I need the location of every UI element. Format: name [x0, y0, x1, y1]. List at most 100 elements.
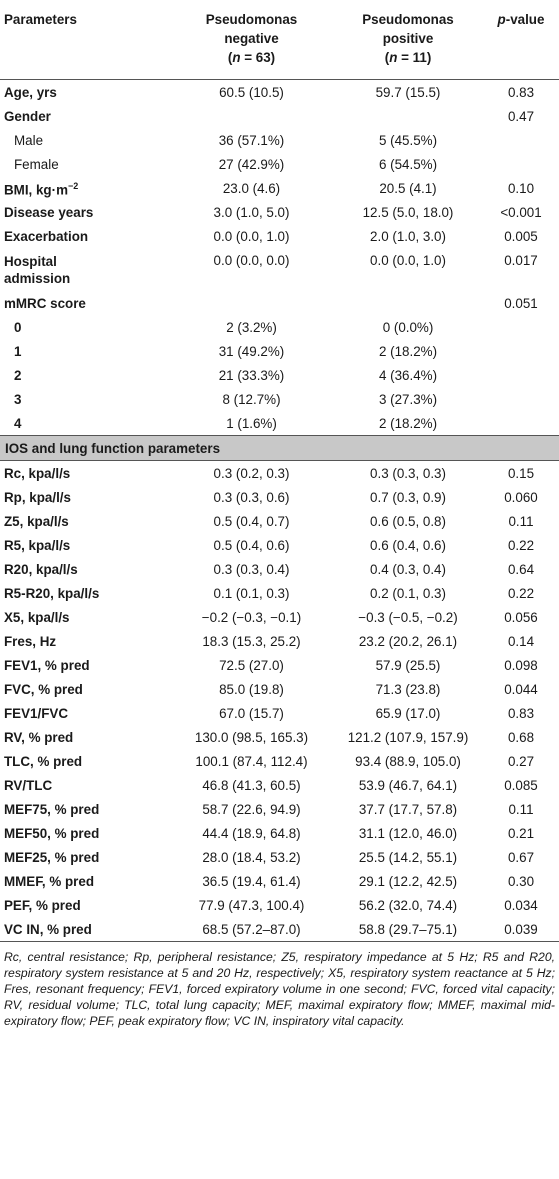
row-pos: 0.0 (0.0, 1.0) — [370, 253, 446, 268]
table-row: X5, kpa/l/s −0.2 (−0.3, −0.1) −0.3 (−0.5, … — [0, 605, 559, 629]
row-pos: 2 (18.2%) — [378, 415, 438, 431]
row-pos: 31.1 (12.0, 46.0) — [358, 825, 458, 841]
row-name: FEV1/FVC — [4, 705, 68, 721]
row-pos: 2.0 (1.0, 3.0) — [370, 228, 446, 244]
table-row: 4 1 (1.6%) 2 (18.2%) — [0, 411, 559, 436]
row-p: 0.098 — [504, 657, 538, 673]
row-name: R5-R20, kpa/l/s — [4, 585, 100, 601]
row-pos: 56.2 (32.0, 74.4) — [358, 897, 458, 913]
header-p-italic: p — [497, 12, 506, 27]
table-row: 1 31 (49.2%) 2 (18.2%) — [0, 339, 559, 363]
row-pos: 0.4 (0.3, 0.4) — [370, 561, 446, 577]
row-name: 3 — [14, 391, 22, 407]
header-pos-line2: positive — [382, 31, 434, 46]
row-name: Fres, Hz — [4, 633, 57, 649]
row-neg: 44.4 (18.9, 64.8) — [202, 825, 301, 841]
row-neg: 85.0 (19.8) — [219, 681, 284, 697]
table-row: 2 21 (33.3%) 4 (36.4%) — [0, 363, 559, 387]
row-neg: 130.0 (98.5, 165.3) — [194, 729, 309, 745]
bmi-label: BMI, kg·m — [4, 182, 68, 198]
table-row: MEF25, % pred 28.0 (18.4, 53.2) 25.5 (14.2… — [0, 845, 559, 869]
header-neg-line2: negative — [224, 31, 279, 46]
row-p: 0.30 — [507, 873, 535, 889]
row-name: X5, kpa/l/s — [4, 609, 70, 625]
row-name: Rc, kpa/l/s — [4, 465, 71, 481]
table-row: FEV1/FVC 67.0 (15.7) 65.9 (17.0) 0.83 — [0, 701, 559, 725]
row-neg: 2 (3.2%) — [226, 319, 277, 335]
row-neg: 0.3 (0.2, 0.3) — [213, 465, 290, 481]
row-neg: 0.5 (0.4, 0.6) — [213, 537, 290, 553]
row-p: 0.22 — [507, 585, 535, 601]
row-neg: 36 (57.1%) — [218, 132, 285, 148]
row-name: Z5, kpa/l/s — [4, 513, 69, 529]
table-row: Exacerbation 0.0 (0.0, 1.0) 2.0 (1.0, 3.… — [0, 224, 559, 248]
row-name: Female — [14, 156, 59, 172]
row-name: MEF50, % pred — [4, 825, 100, 841]
row-pos: 59.7 (15.5) — [375, 84, 441, 100]
header-p-value: p-value — [483, 0, 559, 80]
row-p: 0.044 — [504, 681, 538, 697]
row-p: 0.15 — [507, 465, 535, 481]
table-row: Z5, kpa/l/s 0.5 (0.4, 0.7) 0.6 (0.5, 0.8) 0… — [0, 509, 559, 533]
table-footnote: Rc, central resistance; Rp, peripheral r… — [4, 950, 555, 1028]
table-row-bmi: BMI, kg·m−2 23.0 (4.6) 20.5 (4.1) 0.10 — [0, 176, 559, 200]
row-neg: 58.7 (22.6, 94.9) — [202, 801, 301, 817]
row-pos: 65.9 (17.0) — [375, 705, 441, 721]
table-row: R5-R20, kpa/l/s 0.1 (0.1, 0.3) 0.2 (0.1, 0… — [0, 581, 559, 605]
table-row: FEV1, % pred 72.5 (27.0) 57.9 (25.5) 0.098 — [0, 653, 559, 677]
row-neg: 46.8 (41.3, 60.5) — [202, 777, 301, 793]
table-row: Rc, kpa/l/s 0.3 (0.2, 0.3) 0.3 (0.3, 0.3) 0… — [0, 461, 559, 486]
row-pos: 0.3 (0.3, 0.3) — [370, 465, 446, 481]
table-row: Female 27 (42.9%) 6 (54.5%) — [0, 152, 559, 176]
row-name: Gender — [4, 108, 51, 124]
row-name: PEF, % pred — [4, 897, 81, 913]
bmi-superscript: −2 — [67, 180, 79, 191]
table-row: Age, yrs 60.5 (10.5) 59.7 (15.5) 0.83 — [0, 80, 559, 105]
row-p: 0.83 — [507, 84, 535, 100]
row-pos: 0.6 (0.5, 0.8) — [370, 513, 446, 529]
row-pos: 2 (18.2%) — [378, 343, 438, 359]
row-p: 0.056 — [504, 609, 538, 625]
row-p — [483, 363, 559, 387]
row-name: 0 — [14, 319, 22, 335]
row-pos: 53.9 (46.7, 64.1) — [358, 777, 458, 793]
row-p: 0.017 — [504, 253, 538, 268]
header-p-rest: -value — [505, 12, 545, 27]
table-row: 3 8 (12.7%) 3 (27.3%) — [0, 387, 559, 411]
row-name: Rp, kpa/l/s — [4, 489, 71, 505]
row-neg: 60.5 (10.5) — [219, 84, 284, 100]
header-pseudomonas-positive: Pseudomonas positive (n = 11) — [333, 0, 483, 80]
row-pos: 37.7 (17.7, 57.8) — [358, 801, 458, 817]
row-p: 0.051 — [504, 295, 538, 311]
row-p: 0.68 — [507, 729, 535, 745]
row-p — [483, 128, 559, 152]
header-pos-n-label: n — [389, 50, 398, 65]
row-p: 0.47 — [507, 108, 535, 124]
row-name: FEV1, % pred — [4, 657, 90, 673]
row-neg: 31 (49.2%) — [218, 343, 285, 359]
table-row: RV/TLC 46.8 (41.3, 60.5) 53.9 (46.7, 64.1)… — [0, 773, 559, 797]
lung-function-body: Rc, kpa/l/s 0.3 (0.2, 0.3) 0.3 (0.3, 0.3) 0… — [0, 461, 559, 942]
table-row: MEF50, % pred 44.4 (18.9, 64.8) 31.1 (12.0… — [0, 821, 559, 845]
row-pos: 58.8 (29.7–75.1) — [333, 917, 483, 942]
table-row: MMEF, % pred 36.5 (19.4, 61.4) 29.1 (12.2,… — [0, 869, 559, 893]
row-p: 0.005 — [504, 228, 538, 244]
row-name: 4 — [14, 415, 22, 431]
row-pos: 23.2 (20.2, 26.1) — [358, 633, 458, 649]
row-neg: 0.0 (0.0, 1.0) — [213, 228, 290, 244]
row-neg: 68.5 (57.2–87.0) — [170, 917, 333, 942]
row-neg: 21 (33.3%) — [218, 367, 285, 383]
row-pos: 12.5 (5.0, 18.0) — [362, 204, 454, 220]
section-header-row: IOS and lung function parameters — [0, 435, 559, 461]
header-pos-n-value: = 11 — [401, 50, 427, 65]
row-pos: 0.2 (0.1, 0.3) — [370, 585, 446, 601]
row-p: 0.67 — [507, 849, 535, 865]
header-neg-n-value: = 63 — [244, 50, 271, 65]
row-p: 0.039 — [483, 917, 559, 942]
row-name: FVC, % pred — [4, 681, 83, 697]
row-neg: 36.5 (19.4, 61.4) — [202, 873, 301, 889]
table-container: Parameters Pseudomonas negative (n = 63)… — [0, 0, 559, 1028]
row-neg: 3.0 (1.0, 5.0) — [213, 204, 290, 220]
row-name: R20, kpa/l/s — [4, 561, 78, 577]
row-neg: 0.5 (0.4, 0.7) — [213, 513, 290, 529]
